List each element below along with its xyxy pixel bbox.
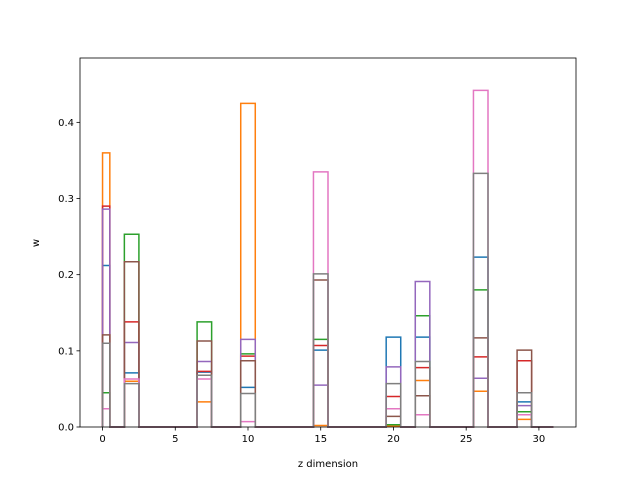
y-tick-label: 0.1 [58,346,74,357]
x-tick-label: 10 [242,434,255,445]
x-tick-label: 0 [99,434,105,445]
y-axis-label: w [31,239,42,247]
y-tick-label: 0.0 [58,423,74,434]
y-tick-label: 0.2 [58,270,74,281]
x-tick-label: 25 [460,434,473,445]
x-tick-label: 30 [533,434,546,445]
x-tick-label: 20 [387,434,400,445]
axes-layer: 0 5 10 15 20 25 30 0.0 0.1 0.2 0.3 0.4 [58,57,577,445]
x-tick-label: 5 [172,434,178,445]
x-tick-label: 15 [314,434,327,445]
x-axis-label: z dimension [298,459,358,470]
y-tick-label: 0.3 [58,194,74,205]
axes-frame [79,57,577,428]
y-tick-label: 0.4 [58,118,74,129]
